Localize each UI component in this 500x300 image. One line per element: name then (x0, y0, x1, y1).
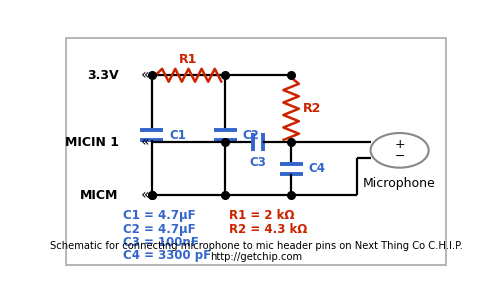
Text: http://getchip.com: http://getchip.com (210, 252, 302, 262)
Text: C3: C3 (250, 156, 266, 169)
Text: MICIN 1: MICIN 1 (64, 136, 118, 149)
Text: Microphone: Microphone (363, 177, 436, 190)
Text: Schematic for connecting microphone to mic header pins on Next Thing Co C.H.I.P.: Schematic for connecting microphone to m… (50, 241, 463, 251)
Text: «: « (141, 135, 150, 149)
Text: +: + (394, 138, 405, 151)
Text: R2: R2 (303, 102, 321, 115)
Text: C4 = 3300 pF: C4 = 3300 pF (122, 249, 210, 262)
Text: C2 = 4.7μF: C2 = 4.7μF (122, 223, 195, 236)
Text: C4: C4 (308, 162, 326, 175)
Text: C2: C2 (242, 129, 260, 142)
Text: R1: R1 (179, 52, 198, 66)
Text: 3.3V: 3.3V (87, 69, 118, 82)
Text: C1: C1 (169, 129, 186, 142)
Text: R2 = 4.3 kΩ: R2 = 4.3 kΩ (229, 223, 308, 236)
Text: C1 = 4.7μF: C1 = 4.7μF (122, 209, 195, 222)
Text: −: − (394, 150, 405, 163)
Text: C3 = 100nF: C3 = 100nF (122, 236, 198, 249)
Text: R1 = 2 kΩ: R1 = 2 kΩ (229, 209, 294, 222)
Text: «: « (141, 68, 150, 82)
Text: MICM: MICM (80, 189, 118, 202)
Text: «: « (141, 188, 150, 203)
